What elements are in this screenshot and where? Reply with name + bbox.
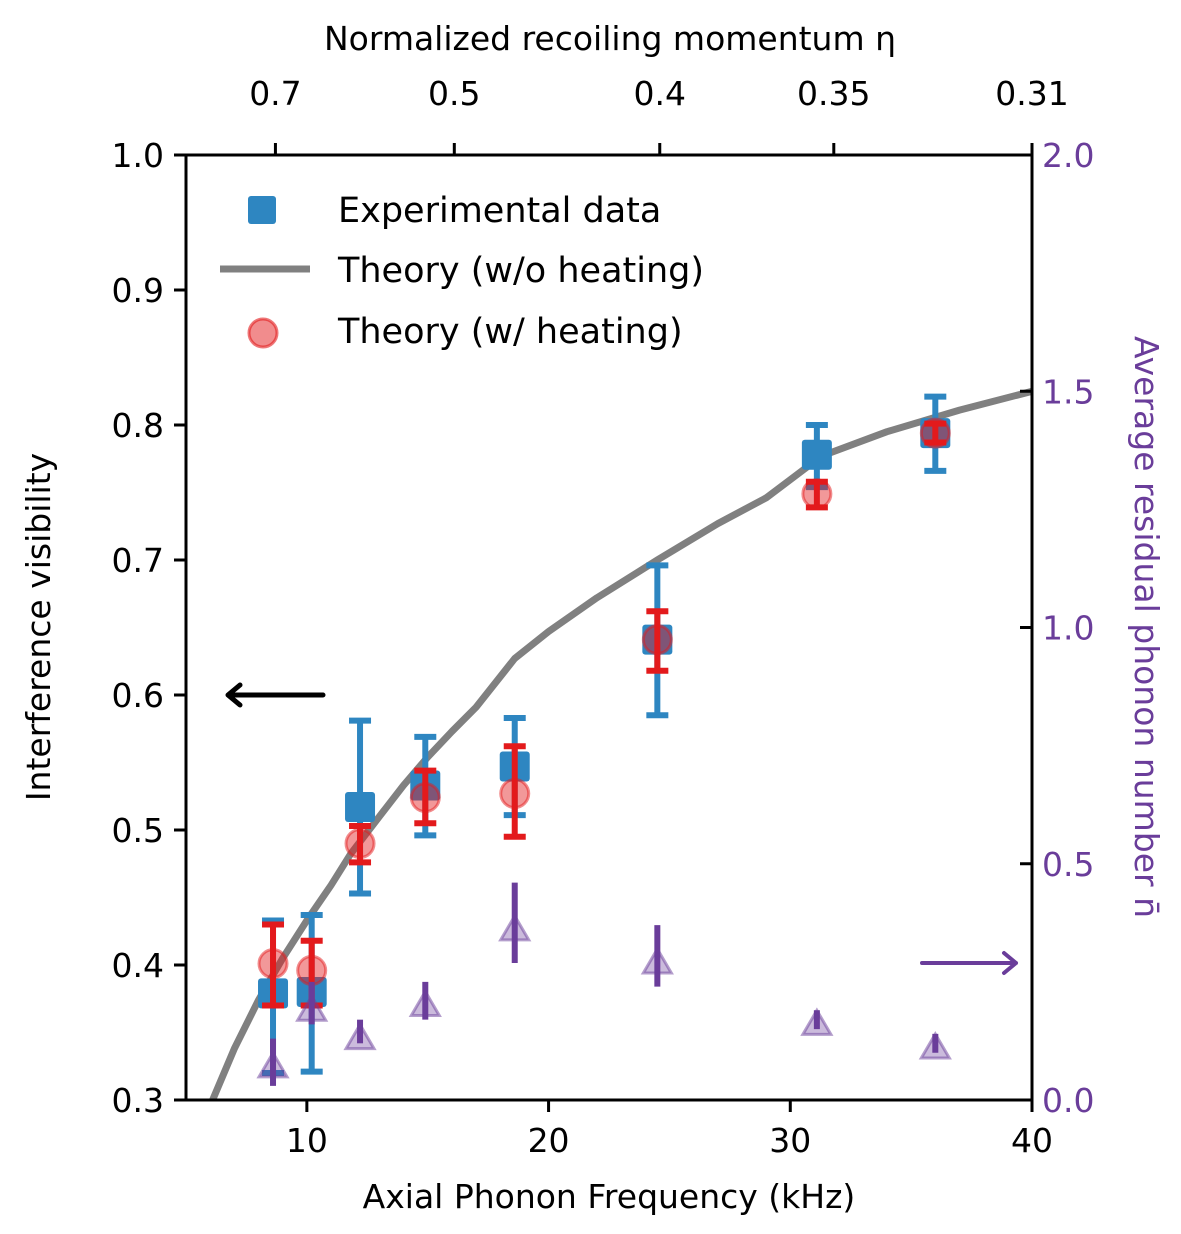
axes-layer: 10 20 30 40 0.7 0.5 0.4 0.35 0.31 0.3 0.4 0.5 0.6 0.7… [112,74,1095,1160]
y-axis-label: Interference visibility [19,453,58,801]
top-tick-label: 0.7 [249,74,301,113]
y2-tick-label: 0.0 [1042,1081,1094,1120]
theory-heating-errorbar [414,767,437,827]
x-tick-label: 40 [1011,1121,1053,1160]
top-tick-label: 0.35 [797,74,870,113]
right-axis-arrow [920,950,1018,975]
theory-heating-errorbar [924,420,947,446]
top-tick-label: 0.5 [428,74,480,113]
top-axis-label: Normalized recoiling momentum η [324,19,896,58]
y-tick-label: 0.5 [112,811,164,850]
top-tick-label: 0.4 [634,74,686,113]
y2-tick-label: 2.0 [1042,136,1094,175]
marks-layer [209,387,1033,1102]
y-tick-label: 1.0 [112,136,164,175]
legend-label-theory-no-heating: Theory (w/o heating) [337,251,704,291]
legend: Experimental data Theory (w/o heating) T… [220,191,704,352]
top-tick-label: 0.31 [995,74,1068,113]
theory-heating-errorbar [646,608,669,674]
left-axis-arrow [225,682,326,708]
legend-marker-circle [247,317,279,349]
y-tick-label: 0.4 [112,946,164,985]
experimental-point [345,792,376,823]
legend-label-experimental: Experimental data [338,191,661,231]
y-tick-label: 0.3 [112,1081,164,1120]
x-axis-label: Axial Phonon Frequency (kHz) [363,1177,856,1216]
y2-tick-label: 1.5 [1042,372,1094,411]
y2-tick-label: 0.5 [1042,845,1094,884]
x-tick-label: 10 [286,1121,328,1160]
theory-heating-errorbar [503,743,526,840]
legend-marker-square [248,196,276,224]
legend-label-theory-heating: Theory (w/ heating) [337,312,683,352]
theory-heating-errorbar [805,478,828,511]
theory-heating-errorbar [262,921,285,1009]
y-tick-label: 0.9 [112,271,164,310]
theory-heating-errorbar [349,822,372,866]
y-tick-label: 0.8 [112,406,164,445]
theory-no-heating-line [209,387,1033,1102]
y-tick-label: 0.6 [112,676,164,715]
experimental-point [801,439,832,470]
y2-axis-label: Average residual phonon number n̄ [1127,336,1166,918]
y2-tick-label: 1.0 [1042,609,1094,648]
y-tick-label: 0.7 [112,541,164,580]
x-tick-label: 30 [769,1121,811,1160]
x-tick-label: 20 [528,1121,570,1160]
